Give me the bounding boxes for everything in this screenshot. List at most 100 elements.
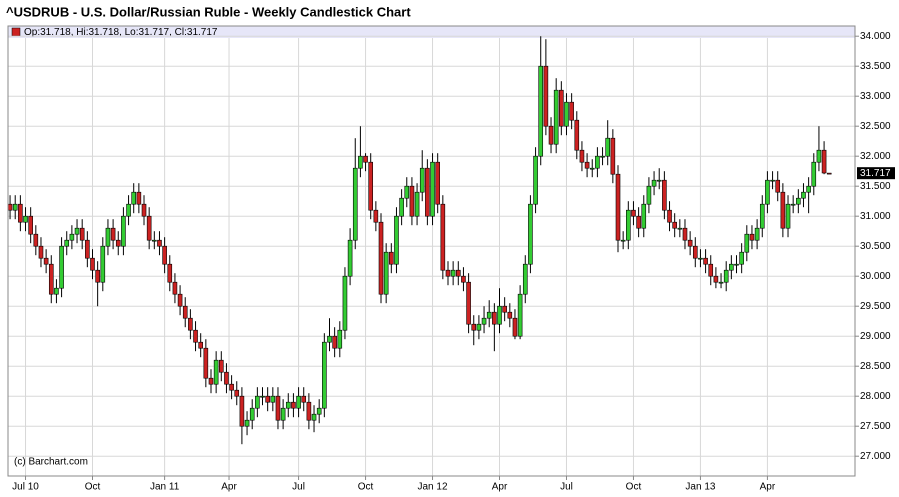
y-tick-label: 33.000: [860, 91, 891, 102]
candle-body: [759, 203, 765, 229]
candle-body: [687, 239, 693, 247]
y-tick-label: 32.500: [860, 121, 891, 132]
chart-title: ^USDRUB - U.S. Dollar/Russian Ruble - We…: [6, 4, 411, 19]
candle-body: [466, 281, 471, 325]
candle-body: [213, 359, 219, 385]
candle-body: [723, 269, 729, 283]
candle-body: [471, 323, 477, 331]
candle-body: [589, 167, 595, 170]
candle-body: [368, 161, 374, 211]
candle-body: [43, 257, 49, 265]
y-tick-label: 30.000: [860, 271, 891, 282]
x-tick-label: Apr: [492, 482, 508, 493]
candle-body: [543, 65, 549, 127]
candle-body: [373, 209, 379, 223]
candle-body: [626, 209, 631, 241]
y-tick-label: 34.000: [860, 31, 891, 42]
plot-frame: [7, 25, 856, 477]
candle-body: [280, 407, 286, 421]
candle-body: [64, 239, 70, 247]
candle-body: [182, 305, 188, 319]
candle-body: [559, 89, 564, 127]
y-tick-label: 33.500: [860, 61, 891, 72]
x-tick-label: Jan 12: [418, 482, 448, 493]
candle-body: [33, 233, 39, 247]
candle-body: [713, 275, 719, 283]
candle-body: [425, 167, 430, 217]
candle-body: [646, 185, 652, 205]
candle-body: [419, 167, 425, 193]
candle-body: [502, 305, 507, 313]
y-tick-label: 31.500: [860, 181, 891, 192]
candle-body: [255, 395, 260, 409]
candle-body: [574, 119, 580, 151]
candle-body: [306, 401, 312, 421]
y-tick-label: 27.000: [860, 451, 891, 462]
candle-body: [193, 329, 198, 343]
candle-body: [801, 191, 806, 199]
x-tick-label: Apr: [221, 482, 237, 493]
candle-body: [347, 239, 353, 277]
candle-body: [605, 137, 611, 157]
x-tick-label: Jul: [560, 482, 573, 493]
candle-body: [296, 395, 301, 409]
candle-body: [584, 161, 590, 169]
candle-body: [28, 215, 33, 235]
candle-body: [95, 269, 100, 283]
x-tick-label: Jan 11: [150, 482, 180, 493]
candle-body: [497, 305, 502, 325]
candle-body: [358, 155, 363, 169]
candle-body: [445, 269, 451, 277]
candle-body: [115, 239, 121, 247]
y-tick-label: 30.500: [860, 241, 891, 252]
y-tick-label: 31.000: [860, 211, 891, 222]
candle-body: [110, 227, 116, 241]
candle-body: [564, 101, 569, 127]
candle-body: [265, 395, 270, 403]
x-tick-label: Apr: [760, 482, 776, 493]
candle-body: [126, 203, 131, 217]
candle-body: [177, 293, 183, 307]
candle-body: [409, 185, 415, 217]
candle-body: [806, 185, 811, 193]
candle-body: [631, 209, 636, 217]
candle-body: [636, 215, 641, 229]
candle-body: [342, 275, 348, 331]
x-tick-label: Oct: [358, 482, 374, 493]
candle-body: [821, 149, 827, 174]
candle-body: [775, 179, 781, 193]
candle-body: [332, 335, 337, 349]
y-tick-label: 29.000: [860, 331, 891, 342]
candle-body: [744, 233, 750, 253]
candle-body: [476, 323, 482, 331]
candle-body: [69, 233, 75, 241]
candle-body: [708, 263, 714, 277]
y-tick-label: 28.000: [860, 391, 891, 402]
candle-body: [249, 407, 255, 421]
candle-body: [79, 227, 85, 241]
candle-body: [528, 203, 533, 265]
candle-body: [507, 311, 513, 319]
candle-body: [692, 245, 698, 259]
candle-body: [461, 275, 466, 283]
x-tick-label: Oct: [85, 482, 101, 493]
candle-body: [285, 401, 291, 409]
candle-body: [517, 293, 523, 337]
candle-body: [718, 281, 724, 284]
candle-body: [579, 149, 585, 163]
x-tick-label: Oct: [626, 482, 642, 493]
candle-body: [244, 419, 250, 427]
candle-body: [378, 221, 384, 295]
candle-body: [754, 227, 760, 241]
candle-body: [538, 65, 544, 157]
candle-body: [198, 341, 203, 349]
candle-body: [167, 263, 173, 283]
candle-body: [435, 161, 440, 205]
candle-body: [522, 263, 528, 295]
legend-bar: [8, 26, 855, 38]
candle-body: [172, 281, 178, 295]
candle-body: [383, 251, 389, 295]
candle-body: [512, 317, 518, 337]
candle-body: [682, 227, 688, 241]
last-price-label: 31.717: [860, 168, 891, 179]
